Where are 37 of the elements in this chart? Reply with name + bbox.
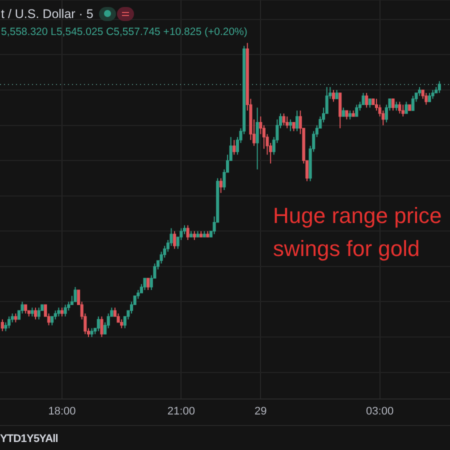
candlestick: [424, 92, 428, 106]
x-tick-label: 29: [254, 405, 267, 418]
candlestick: [0, 318, 4, 332]
candlestick: [143, 278, 146, 290]
candlestick: [37, 307, 40, 320]
candlestick: [392, 98, 395, 112]
candlestick: [398, 101, 402, 114]
candlestick: [332, 89, 335, 102]
candlestick: [288, 118, 292, 132]
chart-subtitle: 5,558.320 L5,545.025 C5,557.745 +10.825 (+0.20%): [1, 26, 248, 38]
candlestick: [411, 95, 414, 112]
candlestick: [401, 104, 405, 117]
candlestick: [96, 316, 100, 332]
candlestick: [232, 139, 236, 156]
candlestick: [173, 230, 176, 250]
candlestick: [296, 110, 299, 132]
candlestick: [64, 304, 67, 317]
x-tick-label: 03:00: [366, 405, 394, 418]
annotation: Huge range price swings for gold: [273, 202, 443, 263]
candlestick: [355, 104, 358, 117]
candlestick: [286, 116, 289, 129]
candlestick: [282, 113, 286, 126]
x-tick-label: 21:00: [167, 405, 195, 418]
x-tick-label: 18:00: [48, 405, 76, 418]
candlestick: [146, 278, 150, 290]
candlestick: [100, 316, 104, 338]
candlestick: [74, 286, 77, 302]
chart-title: t / U.S. Dollar · 5: [1, 7, 94, 21]
candlestick: [256, 107, 259, 170]
text: YTD1Y5YAll: [0, 433, 58, 445]
candlestick: [438, 80, 441, 94]
candlestick: [34, 307, 38, 320]
candlestick: [8, 316, 11, 329]
candlestick: [219, 178, 222, 194]
candlestick: [404, 101, 408, 114]
candlestick: [365, 92, 368, 108]
candlestick: [186, 224, 190, 240]
